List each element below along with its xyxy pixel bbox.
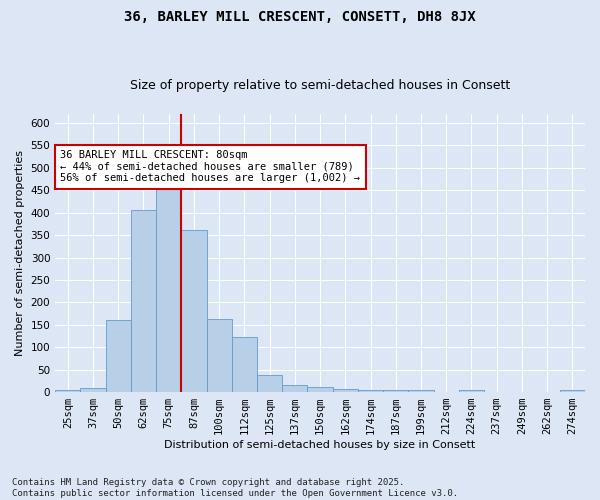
Bar — [106, 320, 131, 392]
X-axis label: Distribution of semi-detached houses by size in Consett: Distribution of semi-detached houses by … — [164, 440, 476, 450]
Title: Size of property relative to semi-detached houses in Consett: Size of property relative to semi-detach… — [130, 79, 510, 92]
Text: 36 BARLEY MILL CRESCENT: 80sqm
← 44% of semi-detached houses are smaller (789)
5: 36 BARLEY MILL CRESCENT: 80sqm ← 44% of … — [61, 150, 361, 184]
Bar — [55, 390, 80, 392]
Bar — [560, 390, 585, 392]
Bar — [181, 230, 206, 392]
Bar — [80, 388, 106, 392]
Bar — [332, 389, 358, 392]
Bar — [257, 376, 282, 392]
Y-axis label: Number of semi-detached properties: Number of semi-detached properties — [15, 150, 25, 356]
Bar — [459, 390, 484, 392]
Bar — [232, 337, 257, 392]
Text: 36, BARLEY MILL CRESCENT, CONSETT, DH8 8JX: 36, BARLEY MILL CRESCENT, CONSETT, DH8 8… — [124, 10, 476, 24]
Bar — [282, 385, 307, 392]
Bar — [131, 210, 156, 392]
Bar — [409, 390, 434, 392]
Bar — [307, 386, 332, 392]
Bar — [156, 174, 181, 392]
Bar — [383, 390, 409, 392]
Bar — [206, 319, 232, 392]
Bar — [358, 390, 383, 392]
Text: Contains HM Land Registry data © Crown copyright and database right 2025.
Contai: Contains HM Land Registry data © Crown c… — [12, 478, 458, 498]
